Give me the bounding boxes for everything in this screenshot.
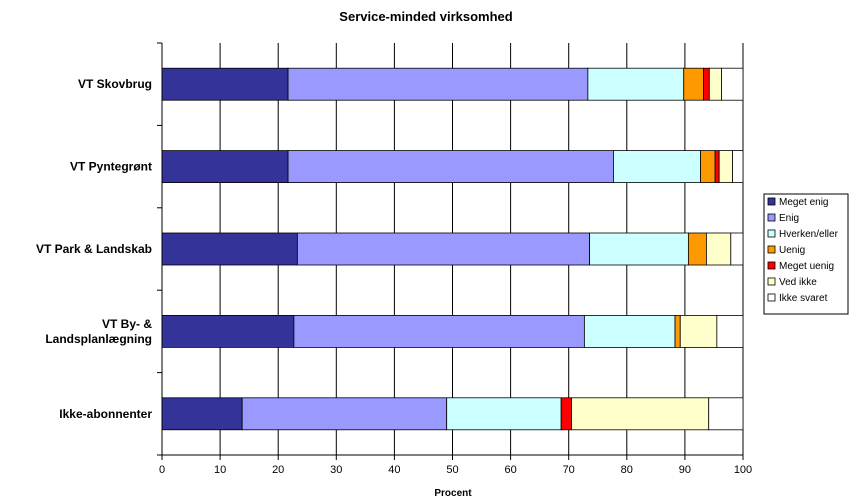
bar-segment bbox=[161, 150, 289, 184]
x-tick-label: 100 bbox=[734, 464, 752, 476]
bar-segment bbox=[716, 314, 744, 348]
legend-box bbox=[763, 193, 849, 315]
legend-swatch bbox=[767, 261, 776, 270]
bar-segment bbox=[714, 150, 720, 184]
bars bbox=[161, 67, 744, 431]
bar-segment bbox=[161, 314, 295, 348]
x-tick-label: 90 bbox=[679, 464, 691, 476]
x-tick-label: 20 bbox=[272, 464, 284, 476]
category-label: Ikke-abonnenter bbox=[59, 407, 152, 421]
bar-segment bbox=[446, 397, 562, 431]
x-tick-label: 10 bbox=[214, 464, 226, 476]
bar-segment bbox=[560, 397, 573, 431]
x-tick-label: 80 bbox=[621, 464, 633, 476]
legend-label: Meget uenig bbox=[779, 261, 834, 272]
legend-label: Uenig bbox=[779, 245, 805, 256]
bar-segment bbox=[708, 67, 722, 101]
legend-swatch bbox=[767, 213, 776, 222]
bar-segment bbox=[287, 150, 614, 184]
legend-swatch bbox=[767, 277, 776, 286]
bar-segment bbox=[293, 314, 585, 348]
x-tick-label: 40 bbox=[388, 464, 400, 476]
x-tick-label: 60 bbox=[504, 464, 516, 476]
axes bbox=[157, 42, 744, 460]
bar-segment bbox=[679, 314, 718, 348]
bar-segment bbox=[732, 150, 744, 184]
legend-label: Ved ikke bbox=[779, 277, 817, 288]
legend: Meget enig Enig Hverken/eller Uenig Meget ue… bbox=[763, 193, 849, 315]
bar-segment bbox=[161, 397, 243, 431]
bar-segment bbox=[721, 67, 744, 101]
legend-swatch bbox=[767, 293, 776, 302]
category-label: VT Park & Landskab bbox=[36, 242, 152, 256]
x-tick-label: 0 bbox=[159, 464, 165, 476]
bar-segment bbox=[730, 232, 744, 266]
legend-label: Enig bbox=[779, 213, 799, 224]
bar-segment bbox=[708, 397, 744, 431]
bar-segment bbox=[161, 232, 298, 266]
legend-label: Meget enig bbox=[779, 197, 828, 208]
x-tick-label: 30 bbox=[330, 464, 342, 476]
category-label: VT Pyntegrønt bbox=[70, 160, 152, 174]
bar-segment bbox=[718, 150, 733, 184]
category-labels: VT Skovbrug VT Pyntegrønt VT Park & Landsk… bbox=[36, 77, 152, 421]
legend-swatch bbox=[767, 197, 776, 206]
legend-swatch bbox=[767, 245, 776, 254]
x-axis-label: Procent bbox=[434, 488, 472, 499]
bar-segment bbox=[287, 67, 589, 101]
bar-segment bbox=[700, 150, 716, 184]
bar-segment bbox=[613, 150, 701, 184]
category-label: VT By- & Landsplanlægning bbox=[45, 317, 152, 346]
chart-title: Service-minded virksomhed bbox=[339, 9, 512, 24]
bar-segment bbox=[587, 67, 685, 101]
bar-segment bbox=[571, 397, 710, 431]
bar-segment bbox=[296, 232, 591, 266]
category-label: VT Skovbrug bbox=[78, 77, 152, 91]
bar-segment bbox=[583, 314, 676, 348]
bar-segment bbox=[703, 67, 710, 101]
bar-segment bbox=[674, 314, 681, 348]
bar-segment bbox=[589, 232, 689, 266]
bar-segment bbox=[161, 67, 289, 101]
legend-label: Ikke svaret bbox=[779, 293, 828, 304]
bar-segment bbox=[687, 232, 707, 266]
x-tick-label: 50 bbox=[446, 464, 458, 476]
bar-segment bbox=[705, 232, 732, 266]
legend-label: Hverken/eller bbox=[779, 229, 839, 240]
x-tick-label: 70 bbox=[563, 464, 575, 476]
bar-segment bbox=[241, 397, 448, 431]
x-tick-labels: 0 10 20 30 40 50 60 70 80 90 100 bbox=[159, 464, 752, 476]
legend-swatch bbox=[767, 229, 776, 238]
bar-segment bbox=[683, 67, 704, 101]
